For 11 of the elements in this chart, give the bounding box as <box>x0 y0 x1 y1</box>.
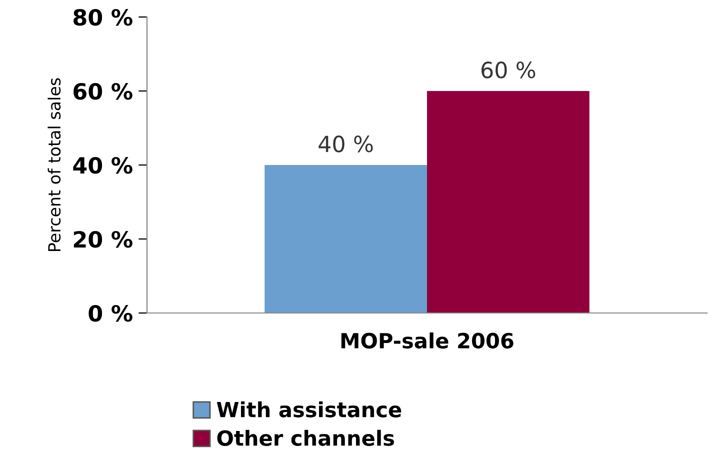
legend-label: With assistance <box>216 401 402 418</box>
y-tick-label: 0 % <box>88 304 132 322</box>
data-label: 40 % <box>318 136 373 152</box>
y-tick-label: 80 % <box>74 8 132 26</box>
legend-label: Other channels <box>217 430 394 446</box>
x-tick-label: MOP-sale 2006 <box>341 332 514 349</box>
data-label: 60 % <box>482 62 536 78</box>
y-tick-label: 40 % <box>73 156 132 174</box>
y-tick-label: 20 % <box>74 230 132 248</box>
y-axis-title: Percent of total sales <box>48 78 61 251</box>
y-tick-label: 60 % <box>74 82 132 100</box>
